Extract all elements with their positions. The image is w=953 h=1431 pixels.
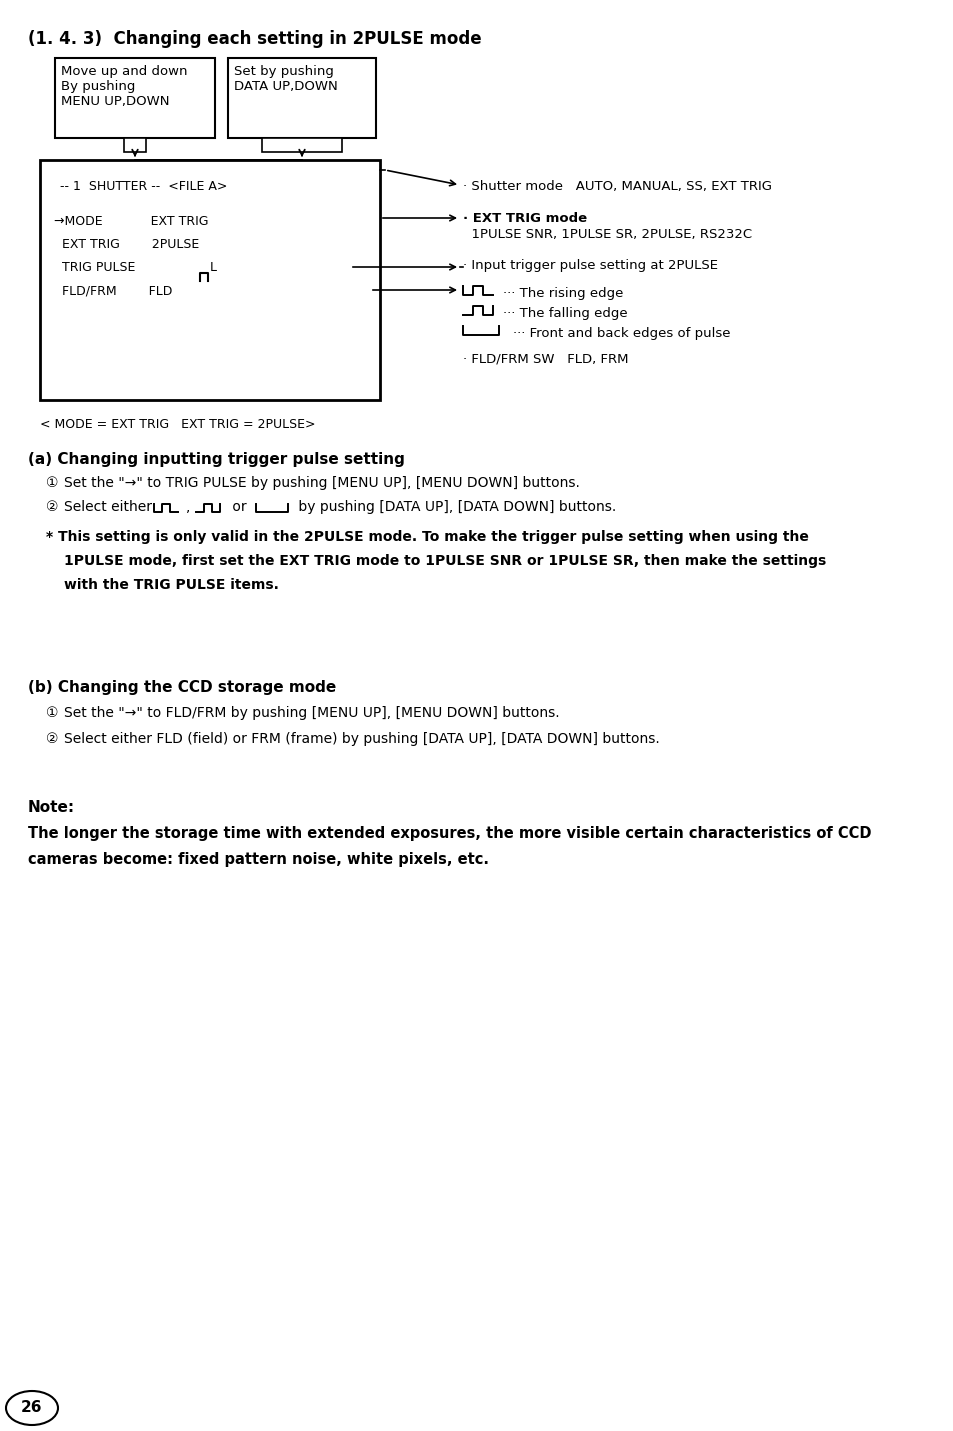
- Text: 1PULSE SNR, 1PULSE SR, 2PULSE, RS232C: 1PULSE SNR, 1PULSE SR, 2PULSE, RS232C: [462, 228, 751, 240]
- Bar: [262, 137, 341, 152]
- Text: * This setting is only valid in the 2PULSE mode. To make the trigger pulse setti: * This setting is only valid in the 2PUL…: [46, 529, 808, 544]
- Text: ,: ,: [186, 499, 191, 514]
- Text: with the TRIG PULSE items.: with the TRIG PULSE items.: [64, 578, 278, 592]
- Text: Select either: Select either: [64, 499, 156, 514]
- Text: Note:: Note:: [28, 800, 75, 816]
- Text: by pushing [DATA UP], [DATA DOWN] buttons.: by pushing [DATA UP], [DATA DOWN] button…: [294, 499, 616, 514]
- Text: ··· The rising edge: ··· The rising edge: [502, 288, 622, 301]
- Text: TRIG PULSE: TRIG PULSE: [54, 260, 135, 273]
- Text: 26: 26: [21, 1401, 43, 1415]
- Text: (1. 4. 3)  Changing each setting in 2PULSE mode: (1. 4. 3) Changing each setting in 2PULS…: [28, 30, 481, 49]
- Bar: [228, 59, 375, 137]
- Bar: [124, 137, 146, 152]
- Text: →MODE            EXT TRIG: →MODE EXT TRIG: [54, 215, 209, 228]
- Text: cameras become: fixed pattern noise, white pixels, etc.: cameras become: fixed pattern noise, whi…: [28, 851, 489, 867]
- Text: Set the "→" to FLD/FRM by pushing [MENU UP], [MENU DOWN] buttons.: Set the "→" to FLD/FRM by pushing [MENU …: [64, 705, 559, 720]
- Text: · Shutter mode   AUTO, MANUAL, SS, EXT TRIG: · Shutter mode AUTO, MANUAL, SS, EXT TRI…: [462, 180, 771, 193]
- Text: ②: ②: [46, 499, 58, 514]
- Text: < MODE = EXT TRIG   EXT TRIG = 2PULSE>: < MODE = EXT TRIG EXT TRIG = 2PULSE>: [40, 418, 315, 431]
- Bar: [40, 160, 379, 401]
- Text: · EXT TRIG mode: · EXT TRIG mode: [462, 212, 586, 225]
- Text: · Input trigger pulse setting at 2PULSE: · Input trigger pulse setting at 2PULSE: [462, 259, 718, 272]
- Text: ②: ②: [46, 733, 58, 746]
- Text: 1PULSE mode, first set the EXT TRIG mode to 1PULSE SNR or 1PULSE SR, then make t: 1PULSE mode, first set the EXT TRIG mode…: [64, 554, 825, 568]
- Text: -- 1  SHUTTER --  <FILE A>: -- 1 SHUTTER -- <FILE A>: [60, 180, 227, 193]
- Text: (a) Changing inputting trigger pulse setting: (a) Changing inputting trigger pulse set…: [28, 452, 404, 467]
- Text: The longer the storage time with extended exposures, the more visible certain ch: The longer the storage time with extende…: [28, 826, 871, 841]
- Text: Move up and down
By pushing
MENU UP,DOWN: Move up and down By pushing MENU UP,DOWN: [61, 64, 188, 107]
- Text: FLD/FRM        FLD: FLD/FRM FLD: [54, 283, 172, 298]
- Text: ··· Front and back edges of pulse: ··· Front and back edges of pulse: [513, 328, 730, 341]
- Text: L: L: [210, 260, 216, 273]
- Text: ①: ①: [46, 477, 58, 489]
- Text: Set the "→" to TRIG PULSE by pushing [MENU UP], [MENU DOWN] buttons.: Set the "→" to TRIG PULSE by pushing [ME…: [64, 477, 579, 489]
- Text: Select either FLD (field) or FRM (frame) by pushing [DATA UP], [DATA DOWN] butto: Select either FLD (field) or FRM (frame)…: [64, 733, 659, 746]
- Ellipse shape: [6, 1391, 58, 1425]
- Text: ··· The falling edge: ··· The falling edge: [502, 308, 627, 321]
- Text: or: or: [228, 499, 247, 514]
- Text: ①: ①: [46, 705, 58, 720]
- Bar: [55, 59, 214, 137]
- Text: Set by pushing
DATA UP,DOWN: Set by pushing DATA UP,DOWN: [233, 64, 337, 93]
- Text: EXT TRIG        2PULSE: EXT TRIG 2PULSE: [54, 238, 199, 250]
- Text: (b) Changing the CCD storage mode: (b) Changing the CCD storage mode: [28, 680, 335, 695]
- Text: · FLD/FRM SW   FLD, FRM: · FLD/FRM SW FLD, FRM: [462, 352, 628, 365]
